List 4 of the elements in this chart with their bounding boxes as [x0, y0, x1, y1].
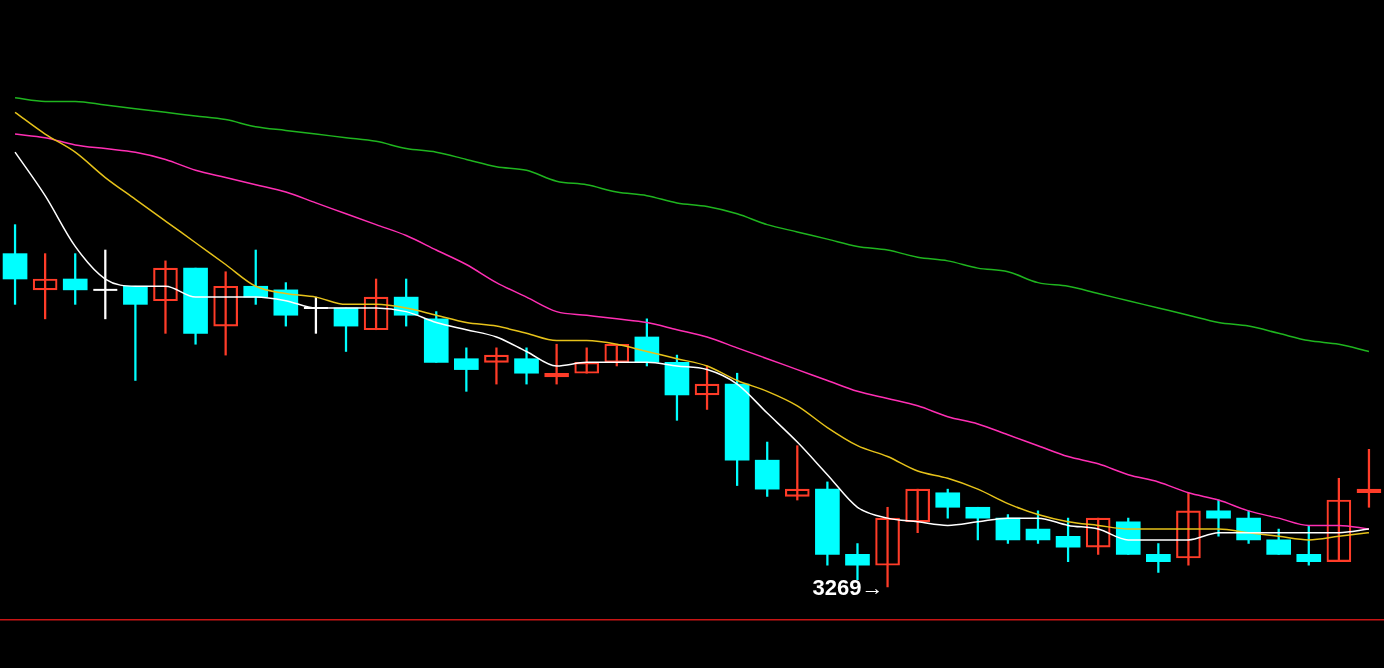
- candlestick: [1206, 499, 1231, 537]
- annotation: 3269→: [812, 575, 884, 601]
- candlestick: [123, 285, 148, 381]
- candlestick: [845, 543, 870, 581]
